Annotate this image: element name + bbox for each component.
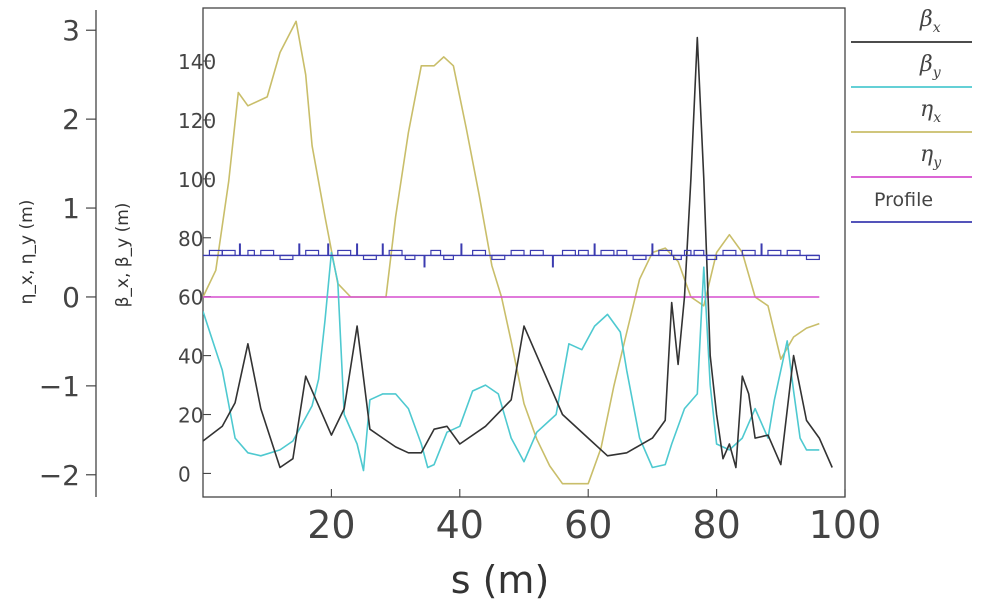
right-axis-title: β_x, β_y (m) — [113, 203, 133, 308]
right-axis-tick-label: 100 — [178, 168, 216, 192]
profile-element — [741, 249, 756, 257]
profile-element — [767, 249, 782, 257]
x-axis-tick-label: 100 — [809, 503, 882, 547]
legend-symbol: β — [919, 52, 933, 77]
plot-area — [203, 20, 833, 485]
profile-element — [491, 254, 506, 261]
right-axis-tick-label: 40 — [178, 345, 203, 369]
profile-element — [683, 249, 692, 257]
legend-symbol: η — [920, 142, 933, 167]
right-axis-tick-label: 60 — [178, 286, 203, 310]
profile-element — [693, 249, 705, 257]
profile-element — [706, 254, 718, 261]
right-axis-tick-label: 80 — [178, 227, 203, 251]
legend-label: Profile — [874, 189, 933, 211]
left-axis-title: η_x, η_y (m) — [17, 200, 37, 305]
legend-label: βx — [919, 7, 941, 36]
x-axis-tick-label: 60 — [564, 503, 612, 547]
profile-element — [786, 249, 801, 257]
right-axis: 140 120 100 80 60 40 20 0 β_x, β_y (m) — [113, 50, 216, 486]
right-axis-tick-label: 120 — [178, 109, 216, 133]
profile-element — [279, 254, 294, 261]
profile-element — [600, 249, 615, 257]
profile-element — [404, 254, 416, 261]
x-axis: 20 40 60 80 100 s (m) — [307, 489, 881, 602]
profile-element — [632, 254, 647, 261]
x-axis-tick-label: 40 — [436, 503, 484, 547]
left-axis-tick-label: 2 — [62, 103, 80, 136]
left-axis-tick-label: −1 — [39, 370, 80, 403]
profile-element — [208, 249, 223, 257]
left-axis: 3 2 1 0 −1 −2 η_x, η_y (m) — [17, 10, 97, 497]
left-axis-tick-label: 0 — [62, 281, 80, 314]
left-axis-tick-label: 3 — [62, 14, 80, 47]
profile-element — [561, 249, 576, 257]
profile-element — [658, 249, 673, 257]
legend-symbol: η — [920, 97, 933, 122]
right-axis-tick-label: 140 — [178, 50, 216, 74]
profile-element — [529, 249, 544, 257]
profile-element — [221, 249, 236, 257]
profile-element — [722, 249, 737, 257]
right-axis-tick-label: 20 — [178, 404, 203, 428]
legend-label: ηy — [920, 142, 942, 171]
legend-symbol: β — [919, 7, 933, 32]
legend-subscript: y — [932, 155, 942, 171]
right-axis-tick-label: 0 — [178, 462, 191, 486]
profile-element — [247, 249, 255, 257]
legend-subscript: x — [933, 20, 941, 36]
profile-element — [672, 254, 682, 261]
legend-label: ηx — [920, 97, 941, 126]
profile-element — [388, 249, 403, 257]
series-line-β_x — [203, 36, 833, 469]
profile-element — [337, 249, 352, 257]
profile-element — [472, 249, 487, 257]
profile-element — [362, 254, 377, 261]
legend-subscript: x — [933, 110, 941, 126]
profile-element — [616, 249, 628, 257]
legend-label: βy — [919, 52, 942, 81]
profile-element — [443, 254, 454, 261]
profile-element — [510, 249, 525, 257]
x-axis-tick-label: 80 — [692, 503, 740, 547]
x-axis-title: s (m) — [451, 558, 550, 602]
profile-element — [805, 254, 820, 261]
left-axis-tick-label: −2 — [39, 459, 80, 492]
x-axis-tick-label: 20 — [307, 503, 355, 547]
profile-element — [305, 249, 320, 257]
profile-element — [430, 249, 442, 257]
left-axis-tick-label: 1 — [62, 192, 80, 225]
legend-subscript: y — [932, 65, 942, 81]
profile-element — [260, 249, 275, 257]
plot-frame — [202, 7, 846, 498]
profile-element — [577, 249, 589, 257]
